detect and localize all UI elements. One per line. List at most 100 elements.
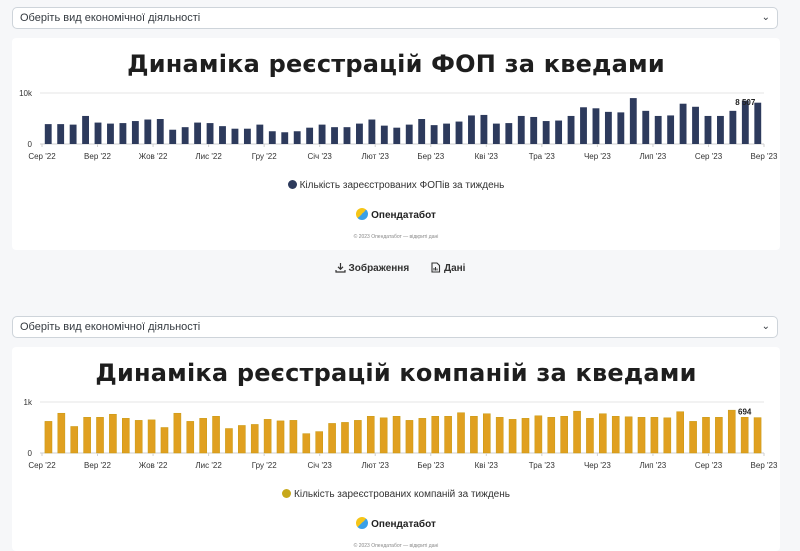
x-tick-label: Лют '23 (362, 152, 390, 161)
x-tick-label: Сер '22 (28, 461, 56, 470)
bar (250, 424, 259, 454)
bar (637, 417, 646, 454)
opendatabot-logo-icon (356, 517, 369, 529)
bar (654, 115, 662, 144)
opendatabot-logo-icon (356, 208, 369, 220)
download-data-button[interactable]: Дані (430, 262, 465, 274)
y-tick-label: 0 (28, 449, 33, 458)
x-tick-label: Бер '23 (417, 461, 444, 470)
bar (276, 420, 285, 454)
bar (366, 416, 375, 454)
x-tick-label: Січ '23 (308, 152, 333, 161)
company-chart: 0 1k 694 Сер '22 Вер '22 Жов '22 Лис '22 Гру '2… (24, 398, 778, 470)
bar (328, 423, 336, 454)
x-tick-label: Січ '23 (308, 461, 333, 470)
bar (567, 115, 575, 144)
bar (592, 108, 600, 144)
bar (144, 119, 152, 144)
x-tick-label: Тра '23 (529, 152, 556, 161)
bar (740, 417, 749, 454)
y-tick-label: 10k (19, 89, 33, 98)
bar (238, 425, 246, 454)
bar (380, 125, 388, 144)
bar (83, 417, 91, 454)
x-tick-label: Лип '23 (640, 152, 667, 161)
bar (468, 115, 475, 144)
x-tick-label: Лис '22 (195, 461, 222, 470)
chevron-down-icon: ⌄ (761, 321, 770, 332)
download-image-button[interactable]: Зображення (334, 262, 410, 274)
data-label-last: 694 (738, 407, 752, 416)
x-tick-label: Кві '23 (475, 152, 499, 161)
x-tick-label: Жов '22 (139, 152, 168, 161)
bar (315, 431, 323, 454)
opendatabot-logo: Опендатабот (12, 517, 780, 530)
bar (505, 123, 513, 144)
bar (405, 420, 414, 454)
bar (122, 418, 130, 454)
file-data-icon (431, 262, 441, 273)
bar (704, 115, 712, 144)
bar (107, 123, 114, 144)
bar (418, 119, 426, 144)
bar (692, 106, 699, 144)
bar (455, 121, 463, 144)
bar (534, 415, 543, 454)
x-tick-label: Чер '23 (584, 152, 611, 161)
bar (573, 410, 581, 454)
bar (356, 123, 363, 144)
bar (679, 103, 687, 144)
bar (702, 417, 710, 454)
bar (676, 411, 684, 454)
bar (599, 413, 607, 454)
bar (580, 107, 587, 144)
bar (70, 426, 79, 454)
fop-chart-legend[interactable]: Кількість зареєстрованих ФОПів за тижден… (12, 180, 780, 191)
bar (343, 127, 351, 144)
company-legend-label: Кількість зареєстрованих компаній за тиж… (294, 489, 510, 500)
company-chart-legend[interactable]: Кількість зареєстрованих компаній за тиж… (12, 489, 780, 500)
bar (418, 418, 427, 454)
bar (457, 412, 465, 454)
bar (57, 412, 66, 454)
x-tick-label: Вер '22 (84, 152, 111, 161)
x-tick-label: Вер '22 (84, 461, 111, 470)
bar (109, 413, 117, 454)
y-tick-label: 1k (24, 398, 33, 407)
download-image-label: Зображення (348, 263, 410, 274)
bar (147, 419, 156, 454)
bar (368, 119, 376, 144)
bar (470, 416, 478, 454)
activity-select-1-placeholder: Оберіть вид економічної діяльності (20, 12, 201, 24)
x-tick-label: Чер '23 (584, 461, 611, 470)
bar (741, 100, 749, 144)
bar (483, 413, 491, 454)
bar (331, 127, 338, 144)
bar (354, 420, 362, 454)
logo-text: Опендатабот (371, 519, 436, 530)
bar (44, 421, 53, 454)
bar (560, 416, 568, 454)
x-tick-label: Вер '23 (751, 152, 778, 161)
activity-select-1[interactable]: Оберіть вид економічної діяльності ⌄ (12, 7, 778, 29)
x-tick-label: Вер '23 (751, 461, 778, 470)
bar (715, 417, 723, 454)
x-tick-label: Сер '22 (28, 152, 56, 161)
copyright: © 2023 Опендатабот — відкриті дані (353, 234, 439, 240)
activity-select-2[interactable]: Оберіть вид економічної діяльності ⌄ (12, 316, 778, 338)
bar (492, 123, 500, 144)
logo-text: Опендатабот (371, 210, 436, 221)
bar (495, 417, 504, 454)
x-tick-label: Лют '23 (362, 461, 390, 470)
data-label-last: 8 507 (735, 98, 756, 107)
bar (134, 420, 143, 454)
bar (119, 123, 127, 144)
bar (586, 418, 594, 454)
x-tick-label: Жов '22 (139, 461, 168, 470)
bar (186, 421, 195, 454)
bar (318, 124, 326, 144)
legend-dot-icon (282, 489, 292, 498)
bar (689, 421, 697, 454)
bar (199, 418, 207, 454)
bar (173, 412, 182, 454)
